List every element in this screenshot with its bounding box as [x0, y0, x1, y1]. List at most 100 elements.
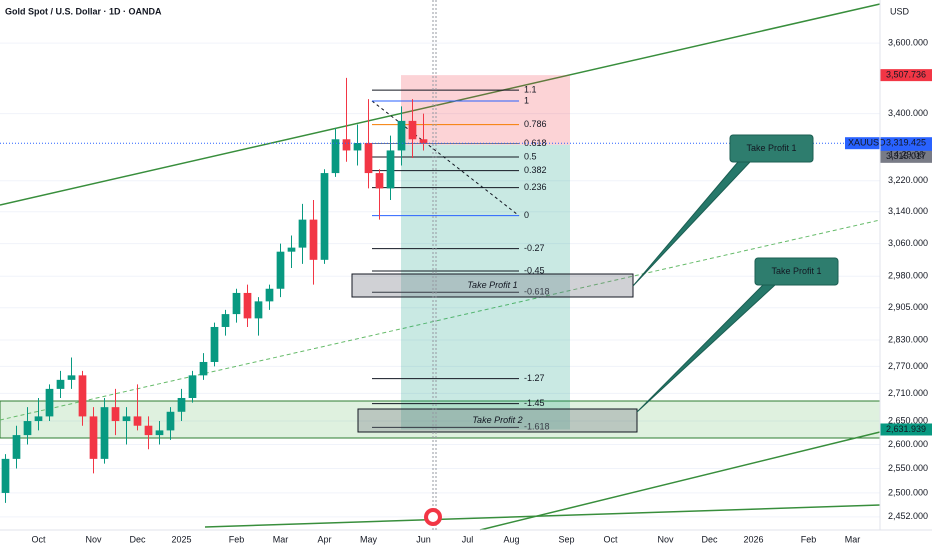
x-tick-label: Apr	[317, 534, 331, 544]
candle-body	[78, 375, 87, 417]
fib-label: 0.236	[524, 182, 547, 192]
fib-label: 0.382	[524, 165, 547, 175]
y-tick-label: 2,650.000	[888, 415, 928, 425]
price-label-bg	[880, 150, 932, 163]
price-label: 3,507.736	[886, 70, 926, 80]
y-tick-label: 3,400.000	[888, 108, 928, 118]
candle-body	[56, 379, 65, 389]
candle-body	[133, 416, 142, 426]
fib-label: 0	[524, 210, 529, 220]
trend-line-dashed	[0, 219, 881, 421]
callout-text: Take Profit 1	[771, 266, 821, 276]
candle-body	[408, 120, 417, 140]
candle-body	[375, 173, 384, 189]
chart-title: Gold Spot / U.S. Dollar · 1D · OANDA	[5, 6, 162, 16]
candle-body	[386, 150, 395, 189]
fib-label: 1.1	[524, 84, 537, 94]
x-tick-label: Aug	[503, 534, 519, 544]
x-tick-label: 2026	[743, 534, 763, 544]
fib-label: -1.618	[524, 422, 550, 432]
candle-body	[23, 421, 32, 436]
candle-body	[232, 292, 241, 315]
candle-body	[34, 416, 43, 422]
x-tick-label: 2025	[171, 534, 191, 544]
candle-body	[342, 139, 351, 151]
x-tick-label: May	[360, 534, 378, 544]
x-tick-label: Nov	[85, 534, 102, 544]
fib-label: 0.5	[524, 151, 537, 161]
candle-body	[199, 361, 208, 376]
price-label-bg	[880, 69, 932, 82]
candle-body	[221, 314, 230, 327]
take-profit-label: Take Profit 2	[472, 415, 522, 425]
candle-body	[1, 458, 10, 493]
x-tick-label: Jul	[462, 534, 474, 544]
y-tick-label: 3,060.000	[888, 238, 928, 248]
fib-label: -1.27	[524, 373, 545, 383]
x-tick-label: Dec	[701, 534, 718, 544]
fib-label: 0.786	[524, 119, 547, 129]
trend-line	[0, 3, 881, 206]
candle-body	[331, 139, 340, 174]
fib-label: 1	[524, 95, 529, 105]
y-tick-label: 2,452.000	[888, 511, 928, 521]
x-tick-label: Oct	[603, 534, 618, 544]
target-zone	[401, 144, 570, 430]
fib-label: -0.45	[524, 265, 545, 275]
y-tick-label: 2,550.000	[888, 463, 928, 473]
callout-box	[754, 257, 839, 286]
candle-body	[265, 288, 274, 302]
fib-label: -0.618	[524, 287, 550, 297]
y-tick-label: 3,220.000	[888, 175, 928, 185]
y-tick-label: 2,770.000	[888, 361, 928, 371]
candle-body	[243, 292, 252, 319]
candle-body	[276, 251, 285, 289]
fib-trend	[371, 100, 520, 217]
candle-body	[166, 411, 175, 431]
currency-label: USD	[890, 6, 910, 16]
x-tick-label: Jun	[416, 534, 431, 544]
y-tick-label: 2,830.000	[888, 334, 928, 344]
fib-label: -0.27	[524, 243, 545, 253]
candle-body	[309, 219, 318, 260]
price-label: 3,315.017	[886, 151, 926, 161]
candle-body	[353, 142, 362, 151]
event-icon-inner	[428, 512, 438, 522]
callout-box	[729, 134, 814, 163]
x-tick-label: Oct	[31, 534, 46, 544]
callout-text: Take Profit 1	[746, 143, 796, 153]
candle-body	[144, 425, 153, 436]
price-label: 3,319.425	[886, 138, 926, 148]
candle-body	[397, 120, 406, 151]
y-tick-label: 2,980.000	[888, 271, 928, 281]
x-tick-label: Feb	[801, 534, 817, 544]
candle-body	[122, 416, 131, 422]
take-profit-box	[357, 408, 638, 433]
candle-body	[45, 388, 54, 417]
candle-body	[287, 247, 296, 252]
candle-body	[298, 219, 307, 248]
candle-body	[254, 301, 263, 319]
symbol-label-bg	[845, 137, 880, 150]
candle-body	[320, 173, 329, 260]
y-tick-label: 2,600.000	[888, 439, 928, 449]
price-label: 2,631.939	[886, 424, 926, 434]
candle-body	[111, 407, 120, 422]
price-label-bg	[880, 423, 932, 436]
y-tick-label: 2,710.000	[888, 388, 928, 398]
candle-body	[155, 430, 164, 436]
take-profit-label: Take Profit 1	[467, 280, 517, 290]
x-tick-label: Mar	[845, 534, 861, 544]
x-tick-label: Mar	[273, 534, 289, 544]
candle-body	[12, 435, 21, 459]
candle-body	[419, 139, 428, 144]
countdown: 14:29:06	[889, 150, 924, 160]
y-tick-label: 3,140.000	[888, 206, 928, 216]
candle-body	[177, 397, 186, 412]
candle-body	[188, 375, 197, 398]
candle-body	[364, 142, 373, 174]
x-tick-label: Feb	[229, 534, 245, 544]
trend-line	[204, 504, 881, 528]
x-tick-label: Sep	[558, 534, 574, 544]
